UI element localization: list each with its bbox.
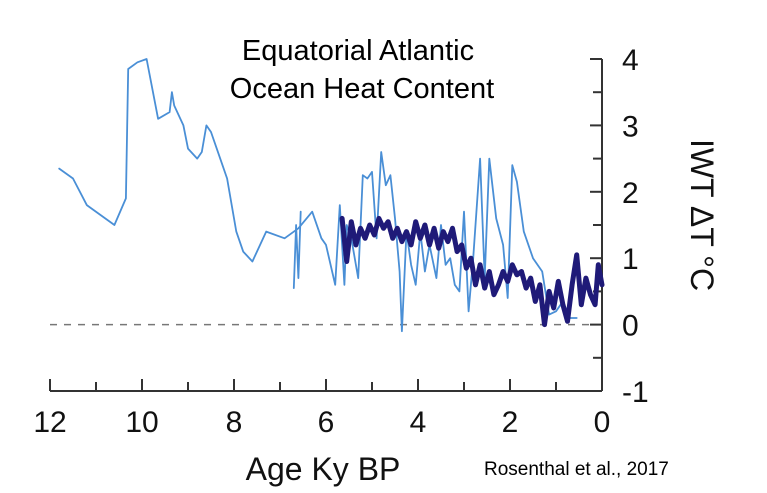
x-tick-label: 12 — [33, 406, 66, 439]
series-line-thick — [339, 215, 605, 328]
axis-layer — [49, 58, 603, 392]
chart-title-line-1: Equatorial Atlantic — [242, 35, 474, 67]
x-tick-label: 4 — [410, 406, 427, 439]
series-line-thin-0 — [58, 58, 578, 333]
y-tick-label: 1 — [622, 243, 639, 276]
x-axis-title: Age Ky BP — [246, 451, 401, 487]
x-tick-label: 2 — [502, 406, 519, 439]
y-tick-label: 0 — [622, 310, 639, 343]
series-layer — [58, 58, 605, 333]
x-tick-label: 10 — [125, 406, 158, 439]
series-line-thin-1 — [292, 210, 302, 290]
y-axis-title: IWT ΔT °C — [684, 139, 720, 291]
source-credit: Rosenthal et al., 2017 — [484, 459, 669, 480]
chart-title-line-2: Ocean Heat Content — [230, 73, 494, 105]
y-tick-label: 4 — [622, 44, 639, 77]
y-tick-label: 3 — [622, 110, 639, 143]
x-tick-label: 6 — [318, 406, 335, 439]
y-tick-label: -1 — [622, 376, 649, 409]
y-tick-label: 2 — [622, 177, 639, 210]
x-tick-label: 0 — [594, 406, 611, 439]
x-tick-label: 8 — [226, 406, 243, 439]
